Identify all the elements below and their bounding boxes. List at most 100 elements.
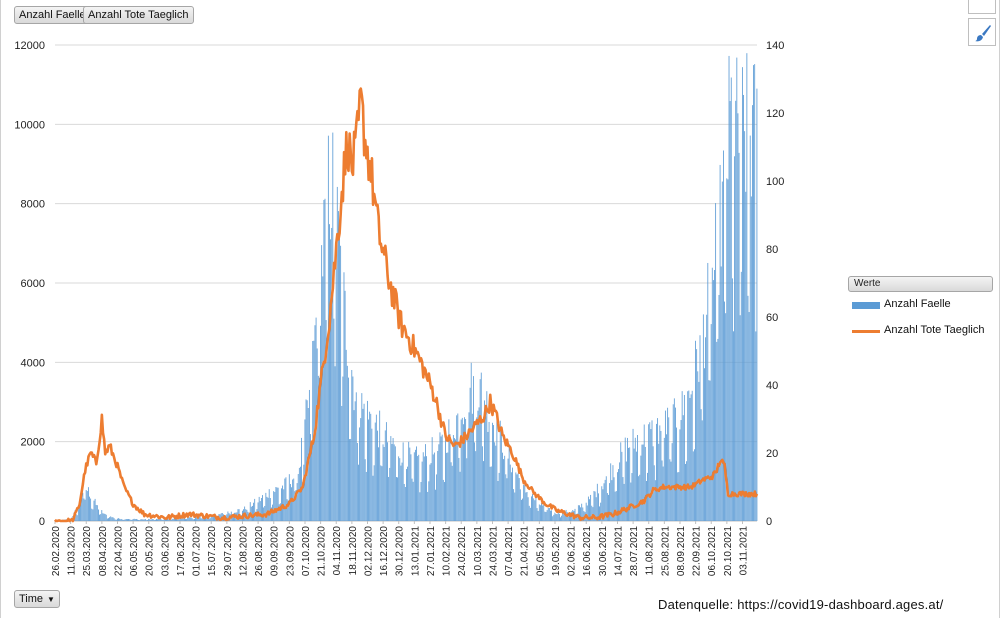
bar — [605, 476, 607, 521]
bar — [747, 295, 749, 521]
bar — [614, 491, 616, 521]
bar — [76, 515, 78, 521]
bar — [337, 211, 339, 521]
time-axis-field-button[interactable]: Time ▼ — [14, 590, 60, 608]
bar — [336, 186, 338, 522]
bar — [486, 391, 488, 521]
bar — [598, 493, 599, 521]
bar — [151, 519, 153, 521]
x-tick-label: 08.04.2020 — [98, 526, 109, 576]
bar — [687, 391, 689, 521]
bar — [101, 510, 103, 521]
bar — [681, 391, 683, 521]
y-right-tick-label: 80 — [766, 244, 778, 256]
chart-elements-button[interactable] — [968, 0, 996, 14]
bar — [418, 454, 420, 521]
x-tick-label: 18.11.2020 — [348, 526, 359, 576]
bar — [109, 517, 111, 521]
y-left-tick-label: 4000 — [21, 357, 45, 369]
bar — [194, 518, 195, 521]
line-path-anzahl-tote — [54, 87, 759, 523]
bar — [651, 420, 653, 521]
bar — [505, 474, 507, 521]
bar — [523, 484, 525, 521]
bar — [718, 294, 720, 521]
field-button-anzahl-tote[interactable]: Anzahl Tote Taeglich — [83, 6, 194, 24]
bar — [111, 517, 113, 521]
bar — [707, 262, 709, 521]
bar — [291, 487, 292, 521]
data-source-note: Datenquelle: https://covid19-dashboard.a… — [658, 597, 944, 612]
bar — [135, 518, 137, 521]
bar — [679, 429, 681, 521]
bar — [683, 394, 685, 521]
bar — [125, 519, 127, 521]
x-tick-label: 07.10.2020 — [301, 526, 312, 576]
bar — [423, 456, 425, 521]
y-left-tick-label: 8000 — [21, 199, 45, 211]
bar — [585, 502, 587, 521]
bar — [355, 392, 357, 521]
bar — [744, 131, 746, 521]
bar — [100, 514, 102, 521]
bar — [730, 77, 732, 521]
bar — [526, 491, 528, 521]
bar — [304, 419, 306, 521]
bar — [697, 371, 699, 521]
bar — [661, 460, 663, 521]
y-right-tick-label: 60 — [766, 312, 778, 324]
bar — [721, 181, 723, 521]
bar — [702, 314, 704, 521]
bar — [274, 492, 276, 521]
bar — [189, 517, 191, 521]
bar — [738, 152, 740, 522]
y-left-tick-label: 2000 — [21, 437, 45, 449]
bar — [553, 514, 555, 521]
bar — [676, 427, 677, 521]
field-button-anzahl-faelle[interactable]: Anzahl Faelle — [14, 6, 91, 24]
x-tick-label: 26.08.2020 — [254, 526, 265, 576]
bar — [93, 500, 95, 521]
bar — [483, 461, 484, 521]
bar — [688, 390, 690, 521]
bar — [477, 410, 479, 521]
bar — [130, 519, 132, 521]
bar — [112, 517, 114, 521]
bar — [717, 338, 719, 521]
bar — [123, 519, 125, 521]
bar — [161, 520, 163, 521]
bar — [554, 512, 556, 521]
x-tick-label: 23.09.2020 — [285, 526, 296, 576]
bar — [317, 375, 319, 521]
bar — [517, 473, 519, 521]
bar — [621, 451, 623, 521]
bar — [392, 438, 394, 521]
bar — [352, 376, 354, 521]
bar — [620, 442, 622, 521]
bar — [682, 415, 684, 521]
bar — [437, 450, 439, 521]
bar — [586, 505, 588, 521]
bar — [518, 478, 520, 521]
bar — [129, 519, 131, 521]
bar — [176, 518, 177, 521]
bar — [183, 517, 185, 521]
bar — [287, 500, 289, 521]
legend-title-button[interactable]: Werte — [848, 276, 993, 292]
bar — [489, 466, 491, 521]
bar — [106, 518, 108, 521]
bar — [393, 444, 395, 521]
bar — [510, 472, 512, 521]
bar — [689, 397, 691, 521]
bar — [753, 65, 754, 521]
bar — [746, 53, 748, 522]
x-tick-label: 20.05.2020 — [145, 526, 156, 576]
bar — [690, 394, 692, 521]
bar — [144, 519, 146, 521]
y-right-tick-label: 100 — [766, 176, 784, 188]
bar — [350, 438, 352, 521]
chart-styles-button[interactable] — [968, 18, 996, 46]
bar — [748, 312, 750, 521]
bar — [400, 465, 402, 521]
bar — [633, 448, 635, 521]
